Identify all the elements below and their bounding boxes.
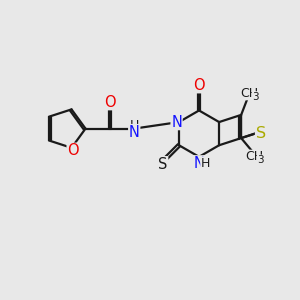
Text: O: O — [104, 94, 116, 110]
Text: 3: 3 — [257, 155, 264, 165]
Text: N: N — [194, 156, 205, 171]
Text: O: O — [67, 143, 79, 158]
Text: H: H — [201, 157, 210, 170]
Text: O: O — [193, 78, 205, 93]
Text: CH: CH — [240, 87, 258, 100]
Text: S: S — [256, 126, 266, 141]
Text: N: N — [171, 115, 182, 130]
Text: N: N — [129, 125, 140, 140]
Text: 3: 3 — [252, 92, 259, 102]
Text: H: H — [130, 118, 139, 131]
Text: S: S — [158, 157, 168, 172]
Text: CH: CH — [245, 150, 263, 163]
